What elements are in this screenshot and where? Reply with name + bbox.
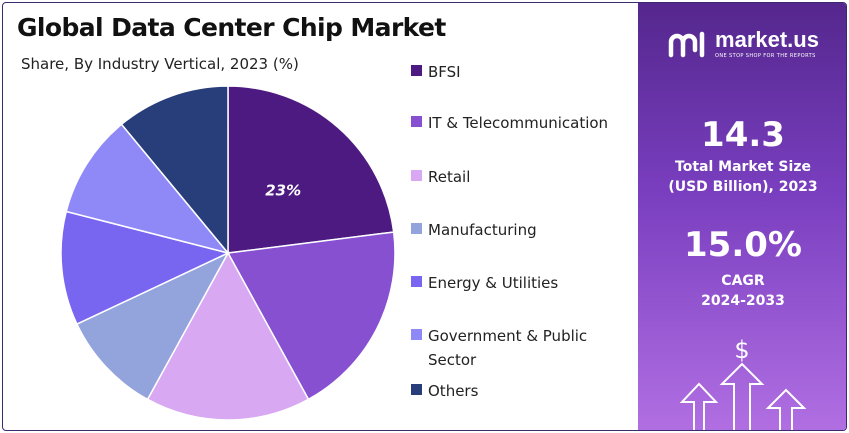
market-size-value: 14.3 [701,115,785,155]
pie-slice-bfsi [227,85,395,254]
legend-label: BFSI [428,63,461,81]
legend-item: IT & Telecommunication [411,111,633,135]
legend-item: Retail [411,165,633,189]
chart-subtitle: Share, By Industry Vertical, 2023 (%) [21,55,299,73]
legend-swatch [411,65,422,76]
legend-label: Government & Public Sector [428,327,588,369]
market-size-label-line2: (USD Billion), 2023 [668,179,818,195]
legend-item: Energy & Utilities [411,271,633,295]
pie-slice-government-public-sector [65,123,231,255]
legend-item: Manufacturing [411,218,633,242]
market-summary-panel: market.us ONE STOP SHOP FOR THE REPORTS … [638,3,846,430]
pie-slice-manufacturing [75,251,230,401]
cagr-period: 2024-2033 [701,293,785,309]
pie-slice-energy-utilities [60,210,231,326]
pie-slice-retail [146,251,310,421]
dollar-growth-arrows-icon: $ [679,336,807,430]
pie-slice-others [120,85,229,256]
market-size-label-line1: Total Market Size [675,159,811,175]
pie-chart: 23% [60,85,396,421]
pie-data-label-bfsi: 23% [265,181,301,199]
legend-label: Manufacturing [428,221,537,239]
market-us-logo-icon [668,31,705,58]
legend-label: Retail [428,168,471,186]
legend-label: Energy & Utilities [428,274,559,292]
brand-tagline: ONE STOP SHOP FOR THE REPORTS [715,53,816,59]
legend-item: BFSI [411,60,633,84]
cagr-label: CAGR [721,273,765,289]
brand-name: market.us [715,27,819,52]
legend-item: Government & Public Sector [411,324,633,372]
legend-swatch [411,170,422,181]
market-size-stat: 14.3 Total Market Size (USD Billion), 20… [638,115,846,197]
legend-swatch [411,276,422,287]
legend-swatch [411,223,422,234]
svg-text:$: $ [734,336,749,364]
brand: market.us ONE STOP SHOP FOR THE REPORTS [638,27,846,59]
legend-label: IT & Telecommunication [428,114,609,132]
legend-swatch [411,329,422,340]
legend-swatch [411,384,422,395]
legend-label: Others [428,382,479,400]
legend-swatch [411,116,422,127]
chart-title: Global Data Center Chip Market [17,13,446,42]
cagr-stat: 15.0% CAGR 2024-2033 [638,225,846,311]
cagr-value: 15.0% [684,225,802,265]
legend-item: Others [411,379,633,403]
chart-legend: BFSI IT & Telecommunication Retail Manufact… [411,3,639,430]
pie-slice-it-telecommunication [226,231,396,401]
